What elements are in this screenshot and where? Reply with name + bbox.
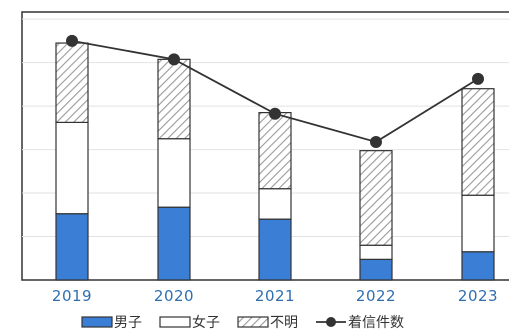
line-point-2021 <box>269 107 281 120</box>
legend-label-着信件数: 着信件数 <box>348 315 404 331</box>
line-point-2020 <box>168 53 180 66</box>
x-tick-label: 2023 <box>458 287 498 305</box>
legend-swatch-marker <box>326 317 336 327</box>
bar-男子-2020 <box>157 206 191 281</box>
bar-男子-2022 <box>359 258 393 281</box>
bar-group <box>55 42 495 281</box>
bar-男子-2023 <box>461 251 495 281</box>
bar-女子-2022 <box>359 244 393 260</box>
legend-swatch-女子 <box>159 316 191 328</box>
line-point-2023 <box>472 72 484 85</box>
bar-女子-2021 <box>258 188 292 220</box>
bar-男子-2019 <box>55 213 89 281</box>
legend-label-女子: 女子 <box>192 314 220 331</box>
bar-女子-2023 <box>461 194 495 253</box>
bar-不明-2022 <box>359 150 393 246</box>
bar-不明-2020 <box>157 58 191 140</box>
legend-swatch-男子 <box>81 316 113 328</box>
x-tick-label: 2020 <box>154 287 194 305</box>
legend-label-男子: 男子 <box>114 315 142 331</box>
line-point-2022 <box>370 135 382 148</box>
bar-男子-2021 <box>258 218 292 281</box>
bar-不明-2023 <box>461 88 495 196</box>
line-point-2019 <box>66 34 78 47</box>
x-tick-label: 2022 <box>356 287 396 305</box>
x-tick-label: 2019 <box>52 287 92 305</box>
bar-不明-2019 <box>55 42 89 123</box>
legend: 男子 女子 不明 着信件数 <box>81 314 404 331</box>
x-axis-ticks: 2019 2020 2021 2022 2023 <box>52 287 498 305</box>
legend-label-不明: 不明 <box>270 315 298 331</box>
bar-不明-2021 <box>258 112 292 190</box>
legend-swatch-不明 <box>237 316 269 328</box>
bar-女子-2020 <box>157 138 191 208</box>
line-series <box>66 34 484 148</box>
x-tick-label: 2021 <box>255 287 295 305</box>
bar-女子-2019 <box>55 121 89 215</box>
